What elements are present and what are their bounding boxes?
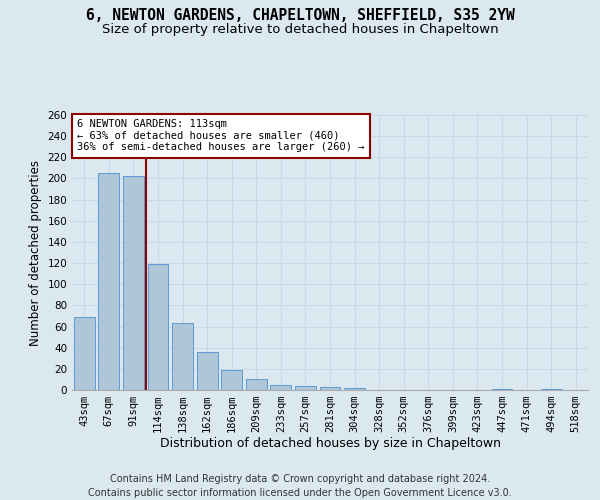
Bar xyxy=(123,176,144,390)
Bar xyxy=(74,317,95,390)
Bar xyxy=(221,370,242,390)
Bar xyxy=(172,324,193,390)
Text: Size of property relative to detached houses in Chapeltown: Size of property relative to detached ho… xyxy=(101,22,499,36)
Y-axis label: Number of detached properties: Number of detached properties xyxy=(29,160,42,346)
Text: Distribution of detached houses by size in Chapeltown: Distribution of detached houses by size … xyxy=(160,438,500,450)
Bar xyxy=(197,352,218,390)
Bar xyxy=(344,388,365,390)
Bar xyxy=(541,389,562,390)
Text: Contains HM Land Registry data © Crown copyright and database right 2024.
Contai: Contains HM Land Registry data © Crown c… xyxy=(88,474,512,498)
Bar xyxy=(491,389,512,390)
Bar xyxy=(148,264,169,390)
Text: 6, NEWTON GARDENS, CHAPELTOWN, SHEFFIELD, S35 2YW: 6, NEWTON GARDENS, CHAPELTOWN, SHEFFIELD… xyxy=(86,8,514,22)
Bar xyxy=(295,386,316,390)
Text: 6 NEWTON GARDENS: 113sqm
← 63% of detached houses are smaller (460)
36% of semi-: 6 NEWTON GARDENS: 113sqm ← 63% of detach… xyxy=(77,119,365,152)
Bar xyxy=(246,380,267,390)
Bar xyxy=(320,387,340,390)
Bar xyxy=(98,173,119,390)
Bar xyxy=(271,384,292,390)
